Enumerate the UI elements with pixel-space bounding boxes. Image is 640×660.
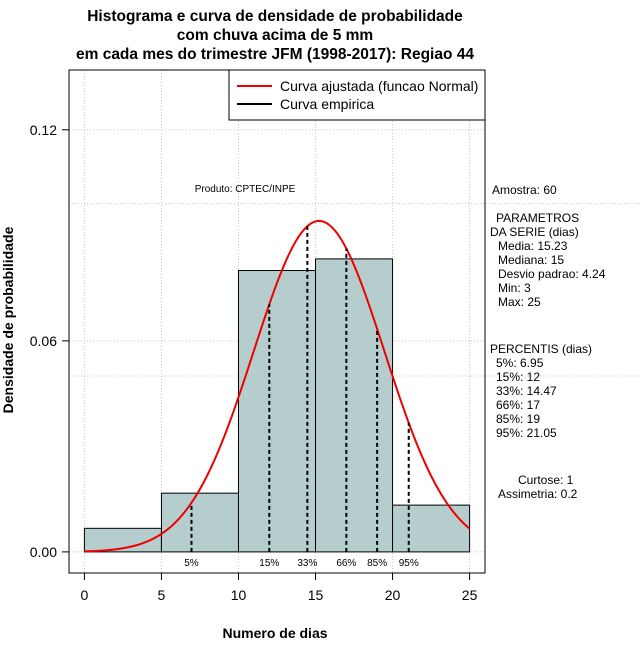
histogram-bar-3 (315, 258, 394, 553)
x-tick-label-5: 25 (462, 587, 478, 603)
curtose: Curtose: 1 (518, 473, 574, 487)
percentile-layer: 5% 15% 33% 66% 85% 95% (184, 226, 419, 569)
legend: Curva ajustada (funcao Normal) Curva emp… (228, 69, 486, 121)
legend-label-fitted: Curva ajustada (funcao Normal) (280, 78, 478, 94)
params-title-2: DA SERIE (dias) (490, 225, 579, 239)
histogram-bar-4 (392, 504, 471, 553)
percentil-33: 33%: 14.47 (496, 384, 557, 398)
x-tick-label-0: 0 (81, 587, 89, 603)
y-tick-label-0: 0.00 (30, 544, 57, 560)
fitted-normal-curve (84, 219, 471, 553)
chart-title-line-1: Histograma e curva de densidade de proba… (87, 8, 463, 25)
percentile-label-2: 33% (297, 558, 317, 569)
bars-layer (83, 258, 471, 553)
param-min: Min: 3 (498, 281, 531, 295)
x-tick-label-4: 20 (385, 587, 401, 603)
assimetria: Assimetria: 0.2 (498, 487, 578, 501)
source-label: Produto: CPTEC/INPE (195, 184, 296, 195)
param-max: Max: 25 (498, 295, 541, 309)
params-title-1: PARAMETROS (496, 211, 579, 225)
chart-title-line-2: com chuva acima de 5 mm (177, 27, 373, 44)
sample-size: Amostra: 60 (492, 183, 557, 197)
percentile-label-5: 95% (399, 558, 419, 569)
percentil-85: 85%: 19 (496, 412, 540, 426)
legend-box (228, 69, 486, 121)
percentil-15: 15%: 12 (496, 370, 540, 384)
x-tick-label-3: 15 (308, 587, 324, 603)
percentile-label-3: 66% (336, 558, 356, 569)
curve-layer (84, 219, 471, 553)
x-axis-label: Numero de dias (222, 625, 327, 641)
histogram-bar-2 (237, 269, 317, 553)
histogram-bar-1 (160, 492, 239, 553)
percentis-title: PERCENTIS (dias) (490, 342, 592, 356)
side-info-panel: Amostra: 60 PARAMETROS DA SERIE (dias) M… (490, 183, 606, 501)
param-media: Media: 15.23 (498, 239, 568, 253)
x-tick-label-2: 10 (231, 587, 247, 603)
percentile-label-1: 15% (259, 558, 279, 569)
percentil-5: 5%: 6.95 (496, 356, 544, 370)
percentile-label-0: 5% (184, 558, 199, 569)
y-axis-label: Densidade de probabilidade (0, 226, 16, 413)
chart-title-line-3: em cada mes do trimestre JFM (1998-2017)… (76, 46, 474, 63)
percentile-label-4: 85% (367, 558, 387, 569)
percentil-95: 95%: 21.05 (496, 426, 557, 440)
param-mediana: Mediana: 15 (498, 253, 564, 267)
percentil-66: 66%: 17 (496, 398, 540, 412)
y-tick-label-1: 0.06 (30, 333, 57, 349)
x-tick-label-1: 5 (158, 587, 166, 603)
param-desvio: Desvio padrao: 4.24 (498, 267, 606, 281)
legend-label-empirical: Curva empirica (280, 96, 374, 112)
y-tick-label-2: 0.12 (30, 122, 57, 138)
